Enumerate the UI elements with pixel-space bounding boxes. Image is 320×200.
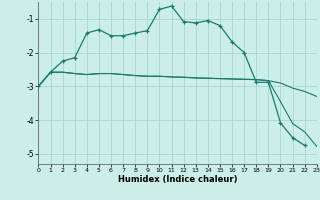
X-axis label: Humidex (Indice chaleur): Humidex (Indice chaleur) [118,175,237,184]
